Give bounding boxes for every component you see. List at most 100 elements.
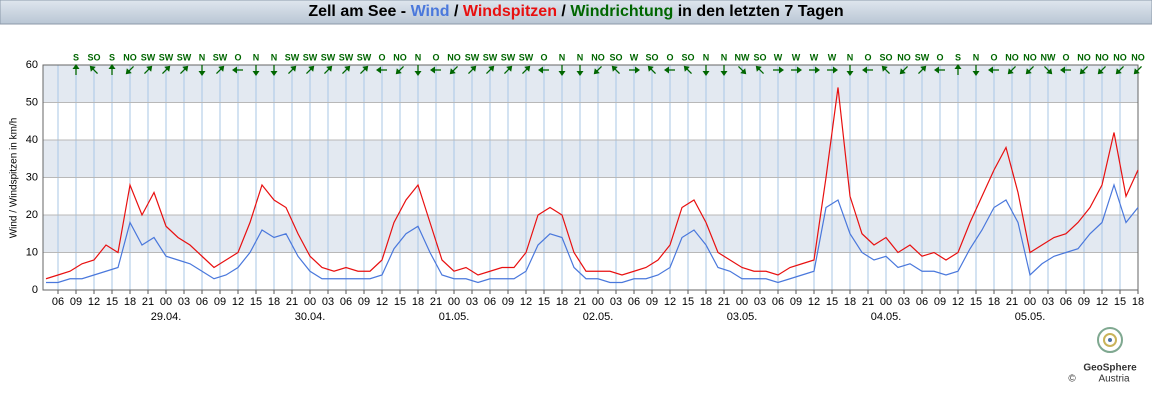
arrow-head: [326, 65, 333, 72]
title-bar: [0, 0, 1152, 25]
arrow-head: [182, 65, 189, 72]
x-tick-label: 12: [88, 296, 100, 308]
arrow-head: [1007, 68, 1014, 75]
y-tick-label: 50: [26, 96, 38, 108]
x-tick-label: 06: [772, 296, 784, 308]
x-tick-label: 18: [124, 296, 136, 308]
direction-label: SW: [519, 52, 534, 62]
x-tick-label: 21: [286, 296, 298, 308]
day-label: 04.05.: [871, 311, 902, 323]
arrow-head: [833, 66, 838, 74]
direction-label: SO: [879, 52, 892, 62]
arrow-head: [593, 68, 600, 75]
direction-arrow: [881, 65, 890, 74]
direction-arrow: [324, 65, 333, 74]
direction-label: NO: [1005, 52, 1019, 62]
arrow-head: [108, 64, 116, 69]
direction-label: NO: [1077, 52, 1091, 62]
arrow-head: [797, 66, 802, 74]
direction-label: SW: [177, 52, 192, 62]
direction-arrow: [449, 66, 458, 75]
arrow-head: [376, 66, 381, 74]
direction-arrow: [1007, 66, 1016, 75]
arrow-head: [1097, 68, 1104, 75]
x-tick-label: 00: [304, 296, 316, 308]
arrow-head: [920, 65, 927, 72]
arrow-head: [164, 65, 171, 72]
direction-label: SO: [681, 52, 694, 62]
direction-arrow: [288, 65, 297, 74]
x-tick-label: 09: [70, 296, 82, 308]
direction-label: SW: [141, 52, 156, 62]
x-tick-label: 09: [646, 296, 658, 308]
direction-label: O: [234, 52, 241, 62]
direction-label: N: [577, 52, 584, 62]
title-gust: Windspitzen: [463, 3, 557, 20]
x-tick-label: 09: [790, 296, 802, 308]
direction-arrow: [558, 65, 566, 76]
arrow-head: [934, 66, 939, 74]
direction-arrow: [1044, 66, 1053, 75]
arrow-head: [506, 65, 513, 72]
direction-label: N: [847, 52, 854, 62]
x-tick-label: 03: [466, 296, 478, 308]
arrow-head: [218, 65, 225, 72]
direction-label: SW: [159, 52, 174, 62]
direction-label: NW: [1041, 52, 1056, 62]
grid-band: [43, 140, 1138, 178]
x-tick-label: 03: [610, 296, 622, 308]
direction-arrow: [702, 65, 710, 76]
x-tick-label: 03: [322, 296, 334, 308]
x-tick-label: 18: [1132, 296, 1144, 308]
x-tick-label: 15: [1114, 296, 1126, 308]
plot-frame: [42, 64, 1139, 291]
arrow-head: [988, 66, 993, 74]
arrow-head: [1046, 68, 1053, 75]
direction-label: SW: [339, 52, 354, 62]
arrow-head: [290, 65, 297, 72]
direction-label: NW: [735, 52, 750, 62]
direction-arrow: [89, 65, 98, 74]
direction-arrow: [1115, 66, 1124, 75]
logo: [1097, 327, 1123, 353]
direction-arrow: [1079, 66, 1088, 75]
series-line: [46, 183, 1139, 284]
x-tick-label: 06: [196, 296, 208, 308]
direction-arrow: [862, 66, 873, 74]
arrow-head: [954, 64, 962, 69]
direction-label: N: [973, 52, 980, 62]
x-tick-label: 06: [628, 296, 640, 308]
x-tick-label: 15: [250, 296, 262, 308]
title-prefix: Zell am See -: [308, 3, 406, 20]
arrow-head: [395, 68, 402, 75]
direction-label: SW: [915, 52, 930, 62]
y-tick-label: 0: [32, 284, 38, 296]
x-tick-label: 12: [376, 296, 388, 308]
direction-arrow: [430, 66, 441, 74]
direction-label: N: [199, 52, 206, 62]
direction-arrow: [72, 64, 80, 75]
x-tick-label: 09: [934, 296, 946, 308]
direction-label: SO: [87, 52, 100, 62]
direction-arrow: [376, 66, 387, 74]
logo-ring: [1097, 327, 1123, 353]
direction-arrow: [144, 65, 153, 74]
day-label: 05.05.: [1015, 311, 1046, 323]
direction-arrow: [342, 65, 351, 74]
y-tick-label: 30: [26, 171, 38, 183]
x-tick-label: 06: [52, 296, 64, 308]
direction-label: SO: [645, 52, 658, 62]
x-tick-label: 00: [736, 296, 748, 308]
y-tick-label: 10: [26, 246, 38, 258]
x-tick-label: 21: [718, 296, 730, 308]
arrow-head: [720, 71, 728, 76]
direction-label: O: [864, 52, 871, 62]
direction-arrow: [664, 66, 675, 74]
x-tick-label: 15: [826, 296, 838, 308]
x-tick-label: 09: [1078, 296, 1090, 308]
direction-label: S: [73, 52, 79, 62]
x-tick-label: 00: [1024, 296, 1036, 308]
direction-label: N: [253, 52, 260, 62]
logo-sub: Austria: [1098, 374, 1130, 385]
x-tick-label: 09: [502, 296, 514, 308]
